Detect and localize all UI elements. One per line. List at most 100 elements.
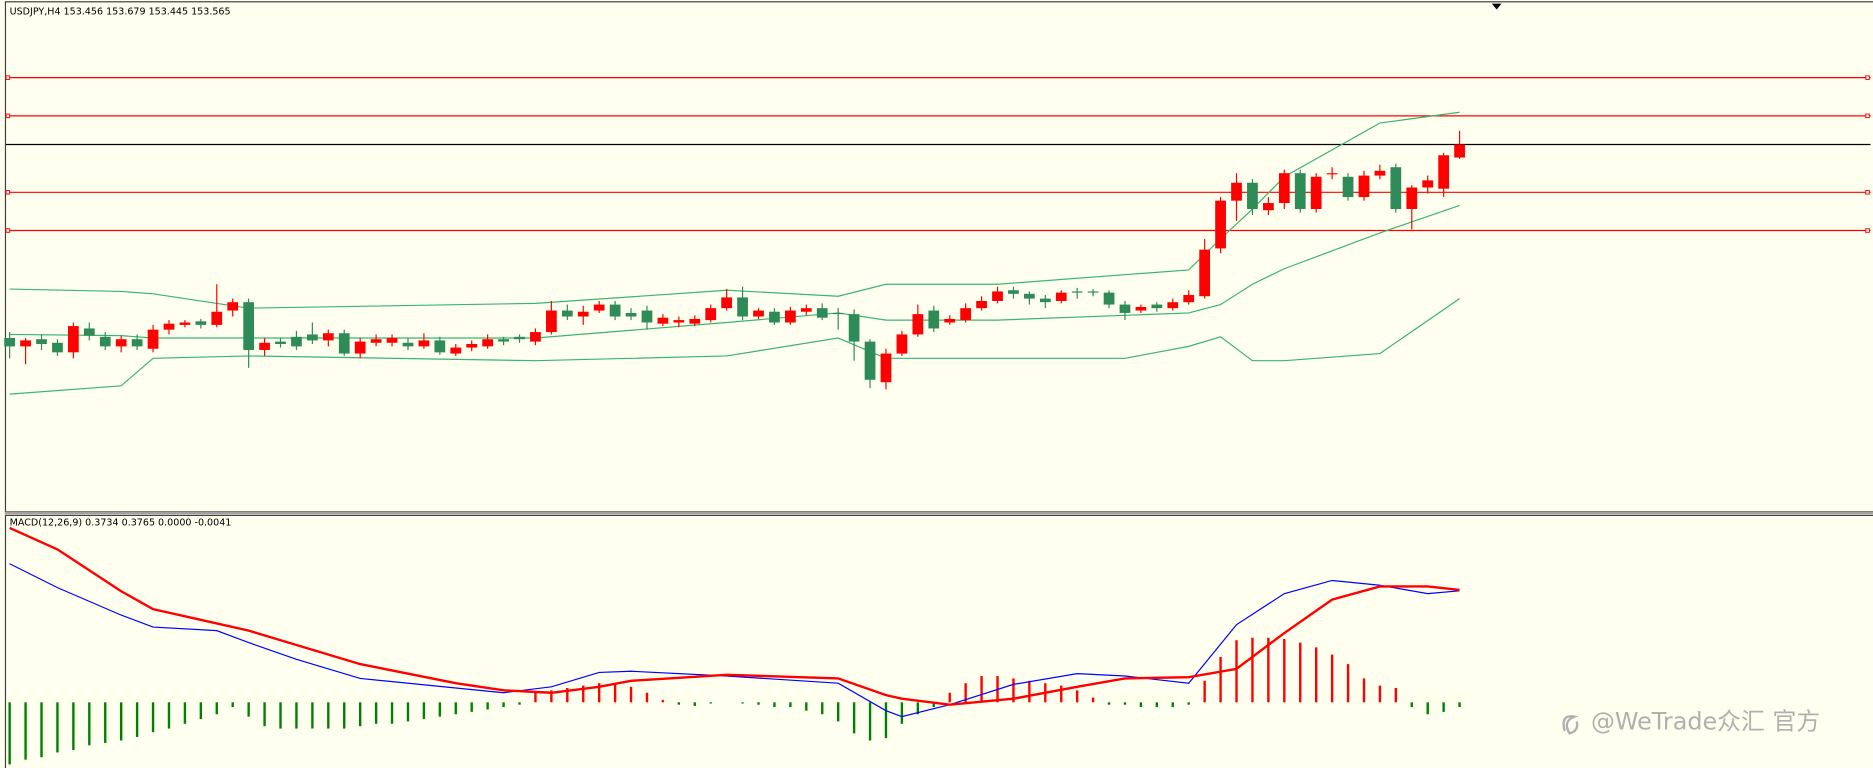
candle-body — [4, 338, 16, 347]
candle-body — [1278, 173, 1290, 204]
candle-body — [20, 340, 31, 347]
level-handle — [1865, 228, 1870, 233]
candle-body — [1310, 176, 1322, 210]
bollinger-lower — [9, 298, 1460, 395]
candle-body — [243, 302, 255, 350]
level-handle — [5, 190, 11, 195]
candle-body — [546, 310, 557, 333]
candle-body — [275, 341, 286, 344]
candle-body — [307, 334, 318, 341]
macd-line — [9, 563, 1460, 718]
candle-body — [530, 332, 541, 342]
candle-body — [1422, 180, 1434, 188]
candle-body — [1390, 167, 1402, 210]
level-handle — [1865, 75, 1870, 80]
candle-body — [466, 343, 478, 348]
candle-body — [1119, 304, 1131, 313]
candle-body — [1374, 170, 1386, 176]
candle-body — [386, 338, 398, 343]
macd-panel-frame — [4, 514, 1873, 768]
candle-body — [705, 308, 717, 321]
candle-body — [338, 333, 350, 354]
candle-body — [211, 311, 223, 325]
candle-body — [721, 297, 733, 309]
candle-body — [370, 339, 382, 343]
candle-body — [769, 311, 780, 323]
candle-body — [992, 291, 1003, 301]
candle-body — [880, 353, 892, 383]
candle-body — [848, 314, 860, 342]
candle-body — [609, 304, 621, 317]
candle-body — [1263, 203, 1274, 211]
candle-body — [1231, 182, 1242, 201]
candle-body — [577, 311, 589, 317]
chart-title: USDJPY,H4 153.456 153.679 153.445 153.56… — [10, 6, 231, 17]
candle-body — [99, 336, 111, 347]
macd-line — [9, 526, 1460, 706]
watermark: @WeTrade众汇 官方 — [1591, 708, 1820, 736]
candle-body — [1087, 291, 1099, 293]
candle-body — [1183, 295, 1195, 303]
candle-body — [36, 339, 47, 344]
candle-body — [976, 300, 987, 309]
level-handle — [5, 75, 11, 80]
candle-body — [227, 302, 239, 311]
candle-body — [1199, 249, 1211, 297]
candle-body — [498, 339, 509, 342]
candle-body — [593, 304, 605, 311]
level-handle — [1865, 113, 1870, 119]
candle-body — [418, 340, 430, 347]
candle-body — [641, 310, 653, 323]
candle-body — [1039, 298, 1051, 303]
bollinger-middle — [9, 204, 1460, 339]
candle-body — [179, 322, 191, 325]
level-handle — [5, 228, 11, 233]
candle-body — [450, 347, 462, 354]
candle-body — [259, 342, 270, 350]
candle-body — [960, 308, 972, 321]
candle-body — [1406, 187, 1418, 210]
candle-body — [1008, 290, 1019, 294]
candle-body — [673, 320, 685, 323]
candle-body — [195, 321, 207, 325]
candle-body — [1358, 175, 1370, 198]
candle-body — [1151, 304, 1163, 309]
candle-body — [689, 318, 701, 324]
candle-body — [147, 329, 159, 349]
candle-body — [1342, 176, 1354, 198]
candle-body — [291, 336, 302, 347]
macd-title: MACD(12,26,9) 0.3734 0.3765 0.0000 -0.00… — [10, 518, 232, 529]
candle-body — [896, 334, 908, 354]
candle-body — [1247, 182, 1258, 210]
candle-body — [434, 340, 446, 353]
candle-body — [115, 339, 127, 347]
candle-body — [832, 312, 844, 315]
candle-body — [1454, 144, 1465, 158]
candle-body — [561, 310, 573, 317]
candle-body — [816, 308, 828, 318]
watermark-logo — [1562, 715, 1579, 735]
candle-body — [800, 308, 812, 312]
candle-body — [785, 310, 796, 323]
level-handle — [1865, 190, 1870, 195]
candle-body — [928, 310, 940, 329]
candle-body — [1326, 173, 1338, 175]
candle-body — [83, 328, 95, 336]
candle-body — [737, 297, 748, 317]
level-handle — [5, 113, 11, 119]
chart-shift-marker — [1491, 3, 1502, 10]
candle-body — [1167, 302, 1179, 309]
candle-body — [402, 342, 414, 347]
candle-body — [625, 312, 637, 317]
candle-body — [131, 339, 143, 347]
candle-body — [322, 333, 334, 341]
candle-body — [1294, 173, 1306, 210]
candle-body — [912, 314, 924, 335]
candle-body — [1438, 155, 1450, 189]
candle-body — [1071, 291, 1083, 293]
candle-body — [1135, 306, 1147, 311]
candle-body — [52, 342, 63, 353]
